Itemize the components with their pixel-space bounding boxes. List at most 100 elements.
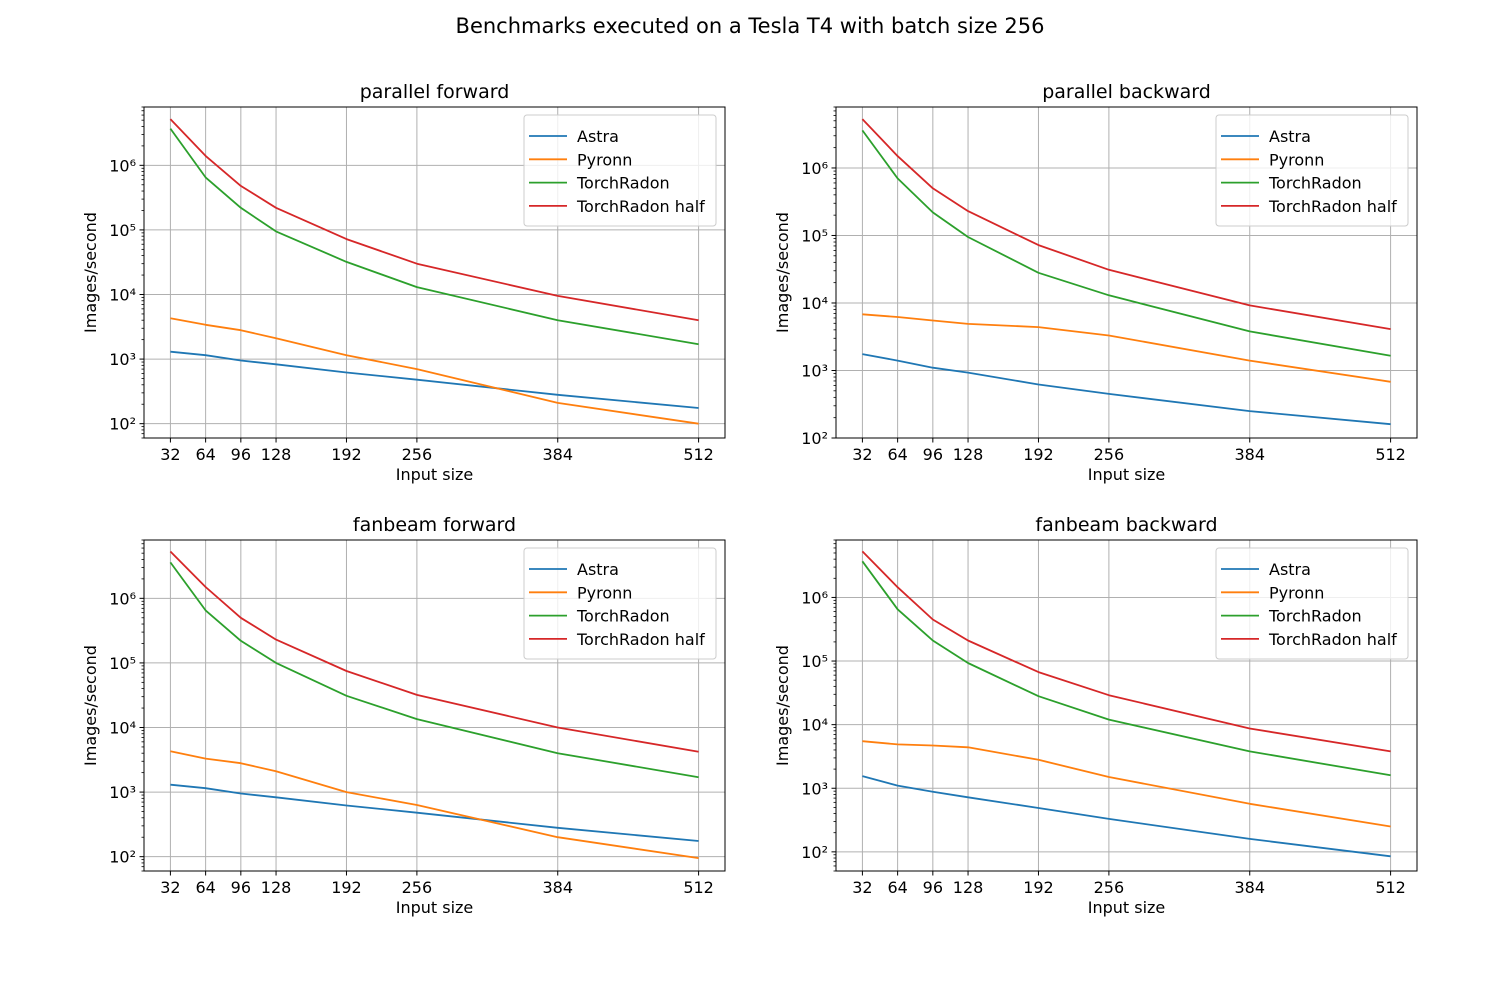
legend-entry-3: TorchRadon half (1268, 197, 1397, 216)
y-tick-label: 10³ (109, 350, 136, 369)
x-tick-label: 256 (1094, 445, 1125, 464)
x-axis-label: Input size (396, 465, 474, 484)
series-line-3 (169, 550, 699, 753)
y-tick-label: 10³ (801, 361, 828, 380)
x-axis-label: Input size (1088, 898, 1166, 917)
y-axis-label: Images/second (81, 645, 100, 766)
series-line-3 (169, 118, 699, 322)
y-tick-label: 10⁴ (801, 716, 828, 735)
series-line-0 (862, 775, 1391, 858)
x-tick-label: 64 (195, 878, 215, 897)
legend-box (1215, 114, 1409, 227)
legend-entry-3: TorchRadon half (1268, 630, 1397, 649)
legend-entry-3: TorchRadon half (576, 197, 705, 216)
x-tick-label: 512 (683, 445, 714, 464)
series-line-1 (170, 750, 699, 859)
y-tick-label: 10² (109, 848, 136, 867)
chart-title: parallel forward (360, 81, 510, 103)
series-line-0 (170, 350, 699, 409)
legend: Astra Pyronn TorchRadon TorchRadon half (1215, 114, 1409, 227)
x-axis-label: Input size (396, 898, 474, 917)
legend: Astra Pyronn TorchRadon TorchRadon half (1215, 547, 1409, 660)
chart-panel-3: 32 64 96 128 192 256 384 512 10² 10³ 10⁴ 10⁵ 10⁶ fanb… (773, 514, 1418, 917)
chart-title: fanbeam backward (1035, 514, 1217, 536)
axes-frame (835, 539, 1418, 872)
series-line-2 (861, 560, 1391, 777)
legend-entry-0: Astra (577, 560, 619, 579)
y-tick-label: 10⁴ (801, 294, 828, 313)
series-line-3 (861, 550, 1391, 753)
x-tick-label: 512 (1375, 445, 1406, 464)
y-tick-label: 10² (109, 415, 136, 434)
x-tick-label: 192 (331, 878, 362, 897)
axes-frame (143, 539, 726, 872)
y-tick-label: 10⁴ (109, 718, 136, 737)
series-line-1 (170, 317, 699, 425)
y-tick-label: 10² (801, 429, 828, 448)
legend-entry-0: Astra (1269, 560, 1311, 579)
x-tick-label: 192 (1023, 445, 1054, 464)
y-tick-label: 10³ (109, 783, 136, 802)
x-tick-label: 128 (261, 878, 292, 897)
x-tick-label: 256 (402, 878, 433, 897)
y-tick-label: 10⁵ (109, 654, 136, 673)
x-tick-label: 96 (231, 878, 251, 897)
axes-frame (143, 106, 726, 439)
axes-frame (835, 106, 1418, 439)
y-tick-label: 10⁶ (109, 589, 136, 608)
x-tick-label: 384 (542, 878, 573, 897)
legend-box (523, 547, 717, 660)
x-tick-label: 384 (542, 445, 573, 464)
x-tick-label: 64 (195, 445, 215, 464)
series-line-1 (862, 740, 1391, 828)
series-line-2 (169, 128, 699, 346)
legend-entry-1: Pyronn (577, 583, 632, 602)
series-line-0 (170, 783, 699, 842)
x-tick-label: 384 (1234, 445, 1265, 464)
series-line-2 (861, 129, 1391, 357)
x-tick-label: 512 (683, 878, 714, 897)
y-tick-label: 10⁶ (801, 588, 828, 607)
x-tick-label: 384 (1234, 878, 1265, 897)
y-tick-label: 10⁵ (109, 221, 136, 240)
y-tick-label: 10³ (801, 779, 828, 798)
legend-entry-2: TorchRadon (576, 607, 670, 626)
legend: Astra Pyronn TorchRadon TorchRadon half (523, 547, 717, 660)
x-tick-label: 64 (887, 445, 907, 464)
series-line-0 (862, 353, 1391, 426)
x-tick-label: 96 (231, 445, 251, 464)
y-axis-label: Images/second (773, 645, 792, 766)
x-tick-label: 192 (331, 445, 362, 464)
x-tick-label: 128 (261, 445, 292, 464)
chart-panel-2: 32 64 96 128 192 256 384 512 10² 10³ 10⁴ 10⁵ 10⁶ fanb… (81, 514, 726, 917)
legend: Astra Pyronn TorchRadon TorchRadon half (523, 114, 717, 227)
x-tick-label: 32 (852, 878, 872, 897)
series-line-1 (862, 313, 1391, 383)
x-tick-label: 96 (923, 445, 943, 464)
x-tick-label: 192 (1023, 878, 1054, 897)
x-tick-label: 512 (1375, 878, 1406, 897)
x-tick-label: 32 (852, 445, 872, 464)
chart-title: fanbeam forward (353, 514, 516, 536)
y-tick-label: 10² (801, 843, 828, 862)
legend-entry-2: TorchRadon (1268, 607, 1362, 626)
x-tick-label: 128 (953, 878, 984, 897)
x-tick-label: 256 (1094, 878, 1125, 897)
x-tick-label: 64 (887, 878, 907, 897)
legend-box (1215, 547, 1409, 660)
y-tick-label: 10⁵ (801, 226, 828, 245)
legend-entry-2: TorchRadon (1268, 174, 1362, 193)
chart-panel-1: 32 64 96 128 192 256 384 512 10² 10³ 10⁴ 10⁵ 10⁶ para… (773, 81, 1418, 484)
series-line-2 (169, 561, 699, 779)
legend-entry-1: Pyronn (1269, 150, 1324, 169)
y-tick-label: 10⁴ (109, 285, 136, 304)
figure-title: Benchmarks executed on a Tesla T4 with b… (455, 14, 1045, 38)
y-axis-label: Images/second (773, 212, 792, 333)
legend-entry-0: Astra (577, 127, 619, 146)
legend-entry-2: TorchRadon (576, 174, 670, 193)
y-tick-label: 10⁶ (801, 159, 828, 178)
x-tick-label: 128 (953, 445, 984, 464)
x-tick-label: 256 (402, 445, 433, 464)
series-line-3 (861, 118, 1391, 330)
